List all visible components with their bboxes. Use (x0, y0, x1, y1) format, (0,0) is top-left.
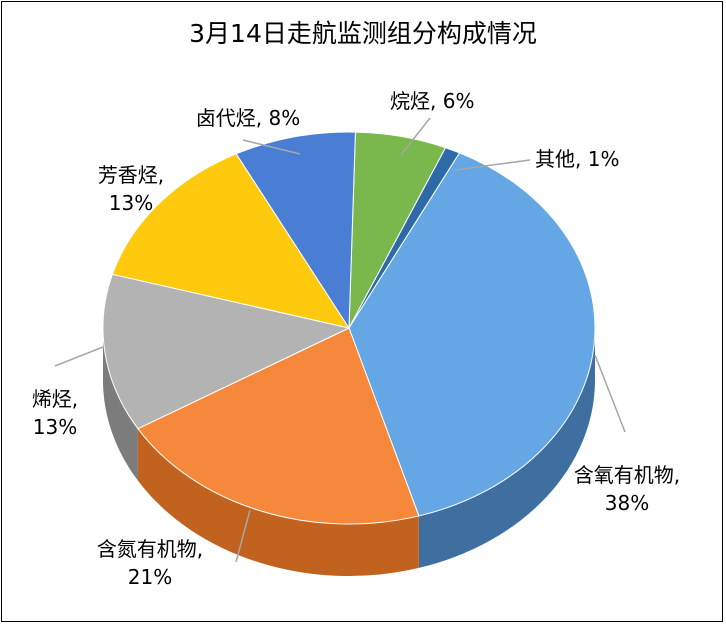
data-label-烯烃: 烯烃, 13% (32, 387, 78, 439)
leader-line-其他 (454, 159, 531, 171)
data-label-芳香烃: 芳香烃, 13% (98, 163, 164, 215)
pie-slice-卤代烃 (235, 131, 356, 330)
leader-line-含氮有机物 (235, 509, 251, 563)
pie-slice-芳香烃 (111, 153, 351, 329)
pie-side-含氧有机物 (418, 328, 595, 568)
leader-line-烷烃 (400, 117, 431, 156)
leader-line-卤代烃 (242, 139, 301, 155)
pie-side-含氮有机物 (137, 428, 419, 576)
pie-slice-含氮有机物 (137, 327, 420, 525)
data-label-卤代烃: 卤代烃, 8% (196, 106, 300, 130)
leader-lines (54, 117, 626, 563)
data-labels: 含氧有机物, 38% 含氮有机物, 21% 烯烃, 13% 芳香烃, 13% 卤代烃, 8% 烷烃… (32, 89, 680, 589)
pie-side-烯烃 (103, 328, 138, 481)
data-label-烷烃: 烷烃, 6% (390, 89, 474, 113)
leader-line-烯烃 (54, 346, 104, 367)
data-label-含氧有机物: 含氧有机物, 38% (574, 463, 680, 515)
pie-sides (103, 328, 595, 576)
leader-line-含氧有机物 (594, 354, 626, 433)
pie-slices (102, 131, 596, 525)
pie-slice-含氧有机物 (348, 152, 596, 517)
pie-slice-烯烃 (102, 273, 351, 430)
data-label-含氮有机物: 含氮有机物, 21% (97, 537, 203, 589)
data-label-其他: 其他, 1% (535, 147, 619, 171)
chart-title: 3月14日走航监测组分构成情况 (189, 19, 537, 48)
